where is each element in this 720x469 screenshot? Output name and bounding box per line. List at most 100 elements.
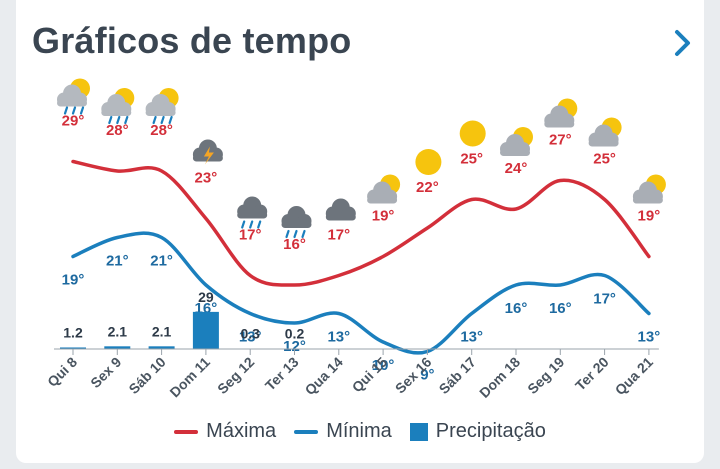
max-temp-line [71, 159, 651, 287]
cloud-base [544, 120, 575, 128]
cloud-shape [500, 134, 530, 156]
sun-cloud-icon [544, 98, 578, 128]
sun-cloud-rain-icon [57, 78, 90, 115]
cloud-shape [367, 181, 398, 204]
min-temp-label: 17° [593, 291, 616, 308]
storm-cloud-icon [192, 139, 223, 165]
min-temp-label: 10° [372, 357, 395, 374]
rain-drop [79, 106, 85, 115]
rain-drop [168, 115, 173, 125]
sun-icon [415, 149, 442, 175]
max-temp-label: 22° [416, 179, 439, 196]
x-tick-label: Ter 13 [262, 354, 302, 394]
rain-drop [71, 106, 77, 115]
rain-drop [241, 220, 246, 229]
rain-drop [116, 115, 121, 125]
precip-label: 29 [198, 289, 214, 305]
precip-bar [192, 311, 219, 349]
rain-drop [152, 115, 157, 125]
cloud-shape [281, 206, 312, 228]
min-temp-label: 9° [420, 367, 434, 384]
max-temp-label: 27° [549, 132, 572, 149]
min-temp-label: 16° [549, 300, 572, 317]
x-tick-label: Sáb 10 [125, 354, 168, 397]
max-temp-label: 16° [283, 236, 306, 253]
max-temp-label: 29° [62, 113, 85, 130]
legend-precip[interactable]: Precipitação [409, 420, 546, 443]
sun-cloud-icon [367, 174, 401, 204]
weather-chart: 29° 28° 28° 23° 17° 16° 17° 19° 22° 25° 24° 27° 25° 1… [44, 78, 666, 401]
sun-cloud-icon [588, 117, 622, 147]
cloud-shape [632, 181, 663, 204]
min-temp-label: 13° [327, 329, 350, 346]
cloud-shape [325, 198, 356, 221]
rain-drop [301, 229, 306, 239]
cloud-shape [588, 124, 619, 147]
precip-label: 2.1 [108, 323, 128, 339]
precip-label: 0.2 [285, 326, 305, 342]
cloud-shape [57, 84, 87, 107]
precip-bar [104, 346, 131, 349]
rain-drop [257, 220, 262, 229]
rain-drop [293, 229, 298, 239]
cloud-shape [544, 105, 575, 128]
max-temp-label: 17° [327, 227, 350, 244]
min-temp-label: 13° [638, 329, 661, 346]
cloud-base [237, 211, 268, 219]
precip-label: 2.1 [152, 323, 172, 339]
cloud-base [57, 99, 87, 107]
min-temp-label: 21° [150, 253, 173, 270]
x-tick-label: Dom 11 [166, 354, 213, 401]
precip-bar [60, 347, 86, 349]
cloud-base [500, 149, 530, 156]
min-temp-line [71, 231, 651, 355]
precip-bar [148, 346, 175, 349]
max-temp-label: 25° [460, 151, 483, 168]
legend-min-swatch [294, 429, 319, 434]
chart-legend: Máxima Mínima Precipitação [16, 420, 704, 443]
x-tick-label: Sex 9 [87, 354, 124, 391]
x-tick-label: Seg 12 [214, 354, 257, 397]
cloud-base [101, 109, 132, 116]
sun-icon [459, 120, 486, 147]
x-tick-label: Seg 19 [524, 354, 567, 397]
max-temp-label: 17° [239, 227, 262, 244]
precip-label: 0.3 [240, 326, 260, 342]
min-temp-label: 13° [239, 329, 262, 346]
rain-drop [160, 115, 165, 125]
x-tick-label: Qui 8 [44, 354, 80, 390]
cloud-base [192, 154, 223, 162]
cloud-rain-icon [237, 196, 268, 229]
legend-max-label: Máxima [206, 420, 277, 442]
legend-precip-label: Precipitação [435, 420, 546, 442]
x-tick-label: Qua 21 [612, 354, 656, 398]
chevron-right-icon[interactable] [668, 26, 696, 60]
x-tick-label: Ter 20 [572, 354, 612, 394]
rain-drop [249, 220, 254, 229]
x-tick-label: Qui 15 [349, 354, 391, 396]
cloud-base [367, 196, 398, 204]
max-temp-label: 28° [106, 122, 129, 139]
legend-precip-swatch [409, 422, 428, 441]
cloud-shape [145, 94, 176, 116]
min-temp-label: 21° [106, 253, 129, 270]
page-title: Gráficos de tempo [32, 20, 352, 61]
cloud-icon [325, 198, 356, 221]
cloud-rain-icon [281, 206, 312, 239]
cloud-base [281, 221, 312, 228]
cloud-shape [101, 94, 132, 116]
max-temp-label: 19° [372, 208, 395, 225]
legend-max[interactable]: Máxima [174, 420, 276, 443]
min-temp-label: 12° [283, 338, 306, 355]
cloud-base [632, 196, 663, 204]
legend-min-label: Mínima [326, 420, 392, 442]
cloud-base [588, 139, 619, 147]
sun-cloud-rain-icon [145, 88, 179, 125]
rain-drop [108, 115, 113, 125]
cloud-shape [237, 196, 268, 219]
min-temp-label: 16° [505, 300, 528, 317]
weather-charts-card: Gráficos de tempo 29° 28° 28° 23° 17° 16° 17° 1… [16, 0, 704, 463]
legend-min[interactable]: Mínima [294, 420, 392, 443]
sun-shape [415, 149, 442, 175]
cloud-base [325, 213, 356, 221]
